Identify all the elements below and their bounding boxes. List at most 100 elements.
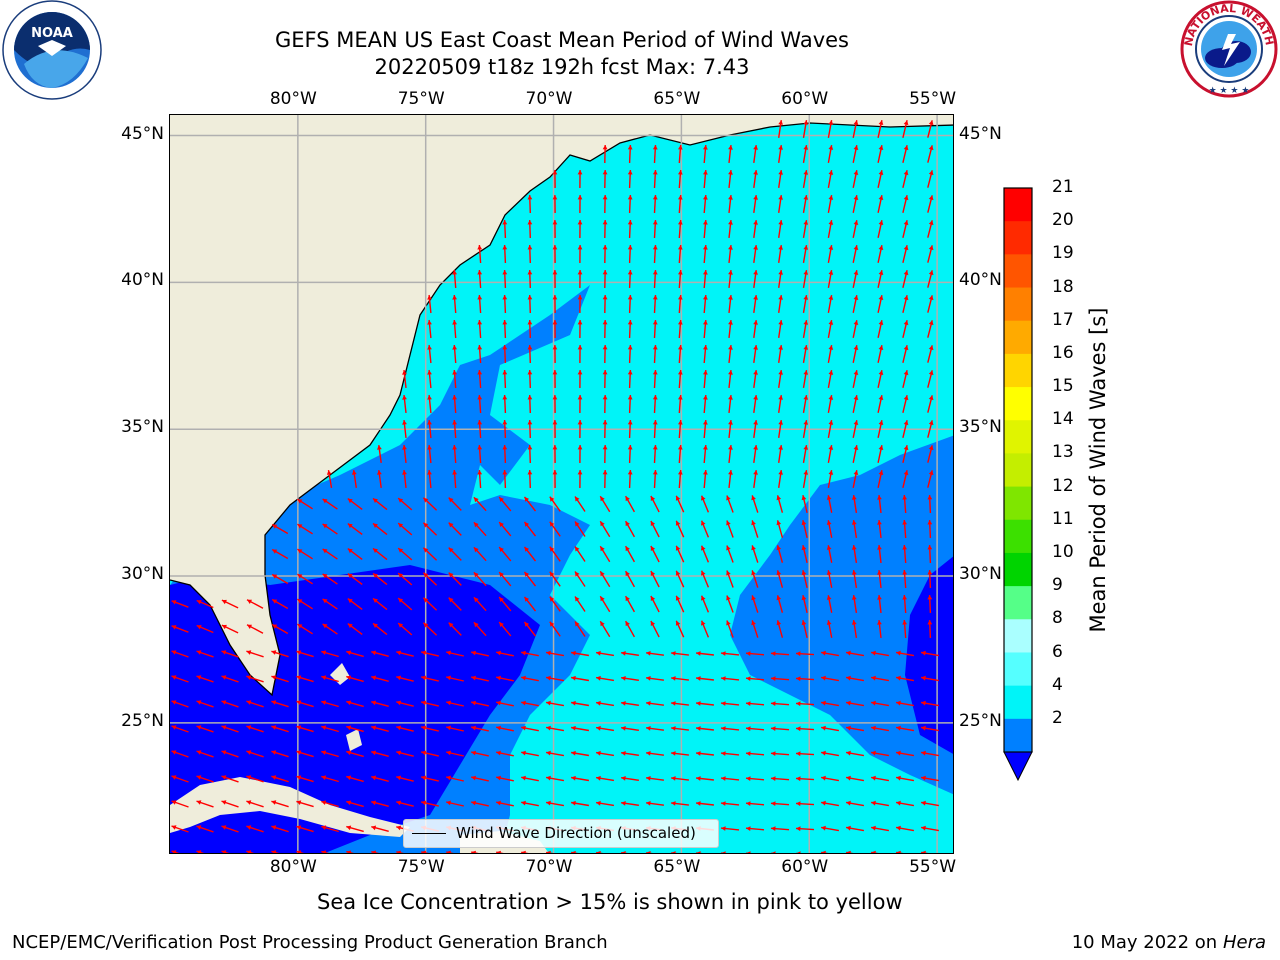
wave-arrow <box>776 620 784 638</box>
wave-arrow <box>471 800 489 807</box>
wave-arrow <box>920 850 929 853</box>
wave-arrow <box>927 370 934 388</box>
wave-arrow <box>471 650 489 657</box>
wave-arrow <box>602 169 608 189</box>
wave-arrow <box>371 675 389 682</box>
wave-arrow <box>347 523 363 535</box>
wave-arrow <box>770 826 790 831</box>
wave-arrow <box>802 244 809 264</box>
wave-arrow <box>753 345 758 363</box>
wave-arrow <box>346 825 364 833</box>
wave-arrow <box>473 596 487 612</box>
wave-arrow <box>902 420 909 438</box>
wave-arrow <box>845 700 865 707</box>
wave-arrow <box>720 776 740 781</box>
wave-arrow <box>545 800 565 807</box>
lat-tick-left: 30°N <box>121 564 164 585</box>
map-legend: Wind Wave Direction (unscaled) <box>403 819 719 848</box>
wave-arrow <box>778 244 783 264</box>
wave-arrow <box>521 775 539 782</box>
wave-arrow <box>448 622 462 636</box>
wave-arrow <box>852 470 859 488</box>
wave-arrow <box>927 445 934 463</box>
footer-host: Hera <box>1222 932 1266 953</box>
wave-arrow <box>271 750 289 758</box>
wave-arrow <box>927 345 934 363</box>
wave-arrow <box>602 444 608 464</box>
colorbar-segment <box>1004 287 1032 322</box>
wave-arrow <box>521 800 539 807</box>
wave-arrow <box>602 469 608 489</box>
wave-arrow <box>271 523 289 535</box>
wave-arrow <box>498 496 512 512</box>
wave-arrow <box>496 725 514 732</box>
wave-arrow <box>521 750 539 757</box>
wave-arrow <box>802 119 809 139</box>
wave-arrow <box>171 625 189 633</box>
wave-arrow <box>877 420 884 438</box>
wave-arrow <box>577 444 583 464</box>
wave-arrow <box>523 546 537 562</box>
wave-arrow <box>570 675 590 682</box>
wave-arrow <box>877 170 884 188</box>
wave-arrow <box>895 825 915 832</box>
wave-arrow <box>728 270 733 288</box>
wave-arrow <box>574 621 586 637</box>
wave-arrow <box>671 776 689 781</box>
wave-arrow <box>895 750 915 757</box>
wave-arrow <box>700 520 710 538</box>
wave-arrow <box>527 219 533 239</box>
noaa-logo: NOAA <box>2 0 102 100</box>
colorbar-tick-label: 6 <box>1052 641 1063 662</box>
wave-arrow <box>296 825 314 833</box>
wave-arrow <box>397 547 413 561</box>
wave-arrow <box>473 546 487 562</box>
wave-arrow <box>753 245 758 263</box>
wave-arrow <box>552 344 558 364</box>
wave-arrow <box>827 419 834 439</box>
wave-arrow <box>322 573 338 585</box>
wave-arrow <box>751 620 759 638</box>
wave-arrow <box>446 850 454 853</box>
wave-arrow <box>271 598 289 610</box>
wave-arrow <box>372 522 388 536</box>
wave-arrow <box>652 369 658 389</box>
wave-arrow <box>726 620 734 638</box>
wave-arrow <box>703 294 708 314</box>
wave-arrow <box>620 776 640 781</box>
wave-arrow <box>877 220 884 238</box>
colorbar-tick-label: 2 <box>1052 707 1063 728</box>
wave-arrow <box>396 800 414 807</box>
wave-arrow <box>624 595 636 613</box>
wave-arrow <box>745 651 765 656</box>
wave-arrow <box>870 725 890 732</box>
wave-arrow <box>753 295 758 313</box>
wave-arrow <box>703 319 708 339</box>
wave-arrow <box>452 444 457 464</box>
colorbar-segment <box>1004 685 1032 720</box>
wave-arrow <box>296 750 314 758</box>
wave-arrow <box>523 571 537 587</box>
wave-arrow <box>927 594 933 614</box>
wave-arrow <box>624 520 636 538</box>
wave-arrow <box>296 700 314 708</box>
wave-arrow <box>827 119 834 139</box>
wave-arrow <box>902 270 909 288</box>
wave-arrow <box>678 244 683 264</box>
lat-tick-right: 25°N <box>959 710 1002 731</box>
wave-arrow <box>545 700 565 707</box>
wave-arrow <box>902 120 909 138</box>
wave-arrow <box>502 269 508 289</box>
wave-arrow <box>296 650 314 658</box>
wave-arrow <box>527 294 533 314</box>
wave-arrow <box>196 675 214 683</box>
wave-arrow <box>346 750 364 758</box>
svg-text:NOAA: NOAA <box>31 26 73 41</box>
wave-arrow <box>196 700 214 708</box>
wave-arrow <box>371 775 389 782</box>
wave-arrow <box>422 572 438 586</box>
wave-arrow <box>196 650 214 658</box>
wave-arrow <box>624 545 636 563</box>
wave-arrow <box>477 444 483 464</box>
wave-arrow <box>221 800 239 808</box>
